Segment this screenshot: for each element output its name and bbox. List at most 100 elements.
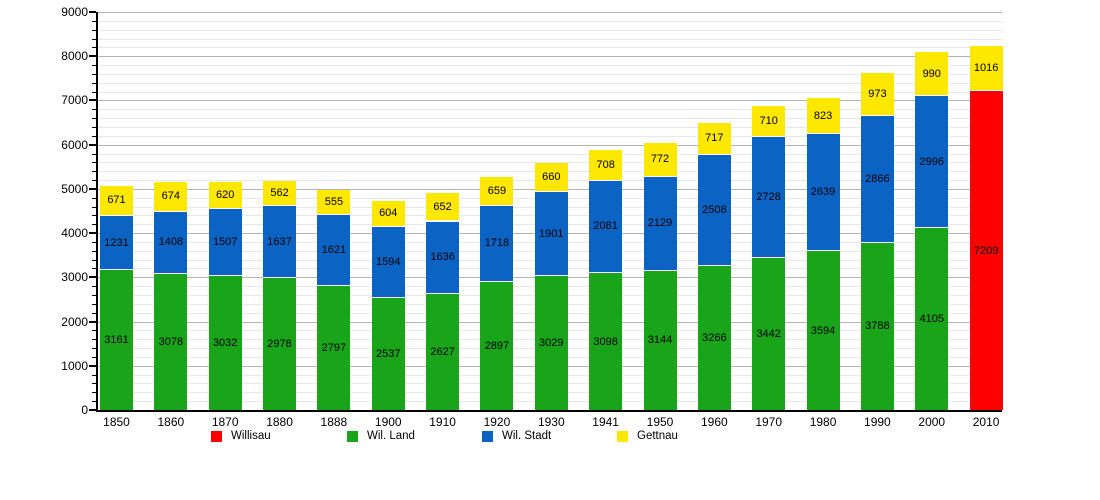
bar-value-label: 671 xyxy=(107,194,126,207)
bar-value-label: 3032 xyxy=(212,336,238,349)
bar-value-label: 973 xyxy=(868,87,887,100)
y-axis-tick-minor xyxy=(92,295,96,297)
y-axis-label: 2000 xyxy=(61,314,88,329)
bar-segment-2010-willisau: 7209 xyxy=(969,91,1003,410)
x-axis-label-1980: 1980 xyxy=(809,415,837,429)
y-axis-tick-minor xyxy=(92,153,96,155)
y-axis-tick-minor xyxy=(92,241,96,243)
x-axis-label-1870: 1870 xyxy=(211,415,239,429)
bar-value-label: 2866 xyxy=(865,172,890,185)
bar-segment-1990-wil-stadt: 2866 xyxy=(860,115,894,243)
bar-value-label: 555 xyxy=(324,195,344,208)
x-axis-label-1990: 1990 xyxy=(864,415,891,429)
bar-1920: 2897 1718 659 xyxy=(480,12,514,410)
y-gridline-minor xyxy=(97,65,1002,67)
bar-value-label: 2897 xyxy=(484,339,510,352)
bar-value-label: 2639 xyxy=(810,186,836,199)
bar-value-label: 990 xyxy=(922,67,941,80)
y-axis-tick-minor xyxy=(92,29,96,31)
bar-value-label: 2797 xyxy=(321,342,347,355)
bar-segment-1950-wil-stadt: 2129 xyxy=(643,176,677,271)
bar-value-label: 717 xyxy=(705,132,724,145)
x-axis-label-1850: 1850 xyxy=(103,415,130,429)
y-axis-tick-minor xyxy=(92,206,96,208)
bar-2000: 4105 2996 990 xyxy=(915,12,949,410)
y-axis-tick-major xyxy=(89,364,96,367)
bar-segment-1860-wil-stadt: 1408 xyxy=(154,211,188,274)
bar-value-label: 1016 xyxy=(973,62,999,75)
bar-segment-1900-wil-land: 2537 xyxy=(371,297,405,410)
bar-segment-1888-wil-land: 2797 xyxy=(317,286,351,410)
y-axis-tick-minor xyxy=(92,259,96,261)
x-axis-label-1880: 1880 xyxy=(266,415,293,429)
bar-segment-1970-wil-land: 3442 xyxy=(752,257,786,410)
x-axis-label-1941: 1941 xyxy=(592,415,619,429)
x-axis-line xyxy=(96,410,1002,412)
bar-value-label: 2508 xyxy=(702,203,727,216)
bar-value-label: 823 xyxy=(813,109,833,122)
bar-segment-1888-wil-stadt: 1621 xyxy=(317,214,351,287)
x-axis-label-1888: 1888 xyxy=(320,415,348,429)
y-gridline-minor xyxy=(97,29,1002,31)
y-axis-tick-minor xyxy=(92,180,96,182)
x-axis-label-1860: 1860 xyxy=(157,415,185,429)
bar-value-label: 3788 xyxy=(865,320,890,333)
y-gridline-minor xyxy=(97,153,1002,155)
x-axis-label-1910: 1910 xyxy=(429,415,456,429)
y-axis-tick-minor xyxy=(92,401,96,403)
legend-swatch-wil-stadt-blue xyxy=(482,430,493,442)
plot-area: 3161 1231 671 3078 1408 674 3032 1507 620 2978 163… xyxy=(97,12,1003,410)
bar-value-label: 1507 xyxy=(212,236,238,249)
bar-value-label: 2129 xyxy=(647,217,673,230)
bar-segment-1930-wil-land: 3029 xyxy=(534,276,568,410)
x-axis-label-1970: 1970 xyxy=(755,415,783,429)
bar-value-label: 3266 xyxy=(702,331,727,344)
bar-value-label: 1594 xyxy=(376,256,401,269)
bar-value-label: 3098 xyxy=(593,335,618,348)
bar-segment-1941-wil-stadt: 2081 xyxy=(589,180,623,273)
bar-segment-1980-wil-land: 3594 xyxy=(806,251,840,410)
y-axis-tick-major xyxy=(89,11,96,13)
bar-value-label: 7209 xyxy=(973,244,999,257)
bar-segment-1910-wil-land: 2627 xyxy=(426,293,460,410)
bar-value-label: 2627 xyxy=(430,345,455,358)
y-axis-tick-minor xyxy=(92,197,96,199)
bar-value-label: 620 xyxy=(216,189,235,202)
bar-1850: 3161 1231 671 xyxy=(100,12,133,410)
bar-segment-1930-gettnau: 660 xyxy=(534,162,568,192)
y-axis-tick-minor xyxy=(92,162,96,164)
y-axis-tick-major xyxy=(89,232,96,235)
y-axis-tick-major xyxy=(89,55,96,58)
bar-segment-1990-wil-land: 3788 xyxy=(860,242,894,410)
y-axis-label: 0 xyxy=(81,403,88,417)
x-axis-label-1900: 1900 xyxy=(374,415,402,429)
bar-segment-1860-gettnau: 674 xyxy=(154,181,188,212)
bar-value-label: 2978 xyxy=(267,338,292,351)
y-gridline-minor xyxy=(97,82,1002,84)
y-gridline-major xyxy=(97,100,1002,102)
y-axis-label: 8000 xyxy=(61,49,88,64)
bar-segment-1870-wil-land: 3032 xyxy=(208,275,242,410)
bar-segment-1930-wil-stadt: 1901 xyxy=(534,192,568,277)
legend-swatch-wil-land-green xyxy=(347,430,358,442)
bar-1910: 2627 1636 652 xyxy=(426,12,460,410)
bar-segment-1860-wil-land: 3078 xyxy=(154,273,188,410)
bar-segment-1980-gettnau: 823 xyxy=(806,97,840,135)
legend-item-wil-land: Wil. Land xyxy=(347,430,415,442)
y-axis-label: 3000 xyxy=(61,270,88,285)
bar-segment-1920-wil-land: 2897 xyxy=(480,281,514,410)
y-gridline-minor xyxy=(97,47,1002,49)
x-axis-label-1930: 1930 xyxy=(537,415,565,429)
y-axis-tick-minor xyxy=(92,118,96,120)
y-axis-tick-minor xyxy=(92,268,96,270)
y-gridline-minor xyxy=(97,135,1002,137)
bar-segment-1970-gettnau: 710 xyxy=(752,105,786,138)
bar-value-label: 562 xyxy=(270,187,289,199)
y-axis-label: 7000 xyxy=(61,93,88,108)
bar-segment-1850-gettnau: 671 xyxy=(100,186,133,216)
y-axis-tick-major xyxy=(89,409,96,411)
y-axis-tick-major xyxy=(89,143,96,146)
bar-segment-1870-gettnau: 620 xyxy=(208,181,242,210)
y-gridline-minor xyxy=(97,91,1002,93)
